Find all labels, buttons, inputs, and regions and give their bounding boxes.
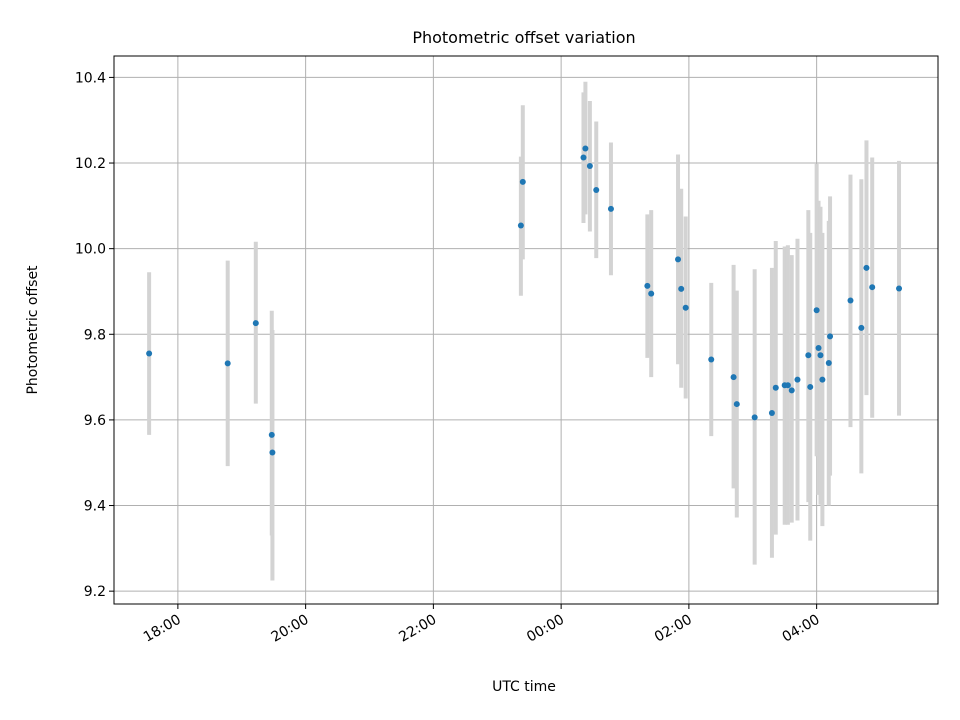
data-point: [772, 384, 779, 391]
data-point: [869, 284, 876, 291]
data-point: [648, 290, 655, 297]
data-point: [784, 382, 791, 389]
y-axis-label: Photometric offset: [25, 265, 41, 395]
data-point: [682, 304, 689, 311]
data-point: [582, 145, 589, 152]
data-point: [819, 376, 826, 383]
data-point: [224, 360, 231, 367]
y-tick-label: 9.2: [84, 584, 106, 600]
data-point: [788, 387, 795, 394]
y-axis-ticks: 9.2 9.4 9.6 9.8 10.0 10.2 10.4: [75, 70, 114, 600]
data-point: [794, 376, 801, 383]
data-point: [733, 401, 740, 408]
data-point: [644, 282, 651, 289]
data-point: [827, 333, 834, 340]
data-point: [751, 414, 758, 421]
x-axis-label: UTC time: [492, 679, 556, 695]
data-point: [586, 163, 593, 170]
data-point: [815, 344, 822, 351]
data-point: [252, 320, 259, 327]
y-tick-label: 9.8: [84, 327, 106, 343]
y-tick-label: 9.4: [84, 499, 106, 515]
data-point: [847, 297, 854, 304]
data-points: [146, 145, 903, 456]
data-point: [813, 307, 820, 314]
y-tick-label: 10.4: [75, 70, 106, 86]
data-point: [580, 154, 587, 161]
chart-title: Photometric offset variation: [412, 28, 635, 47]
data-point: [807, 383, 814, 390]
data-point: [268, 431, 275, 438]
data-point: [593, 187, 600, 194]
plot-area-frame: [113, 55, 939, 605]
data-point: [817, 352, 824, 359]
data-point: [146, 350, 153, 357]
data-point: [678, 285, 685, 292]
y-tick-label: 9.6: [84, 413, 106, 429]
data-point: [863, 264, 870, 271]
data-point: [708, 356, 715, 363]
data-point: [269, 449, 276, 456]
data-point: [768, 410, 775, 417]
data-point: [825, 359, 832, 366]
data-point: [858, 324, 865, 331]
data-point: [805, 352, 812, 359]
data-point: [730, 374, 737, 381]
data-point: [517, 222, 524, 229]
grid: [114, 56, 938, 604]
data-point: [896, 285, 903, 292]
y-tick-label: 10.2: [75, 156, 106, 172]
data-point: [519, 178, 526, 185]
y-tick-label: 10.0: [75, 242, 106, 258]
data-point: [607, 205, 614, 212]
data-point: [675, 256, 682, 263]
